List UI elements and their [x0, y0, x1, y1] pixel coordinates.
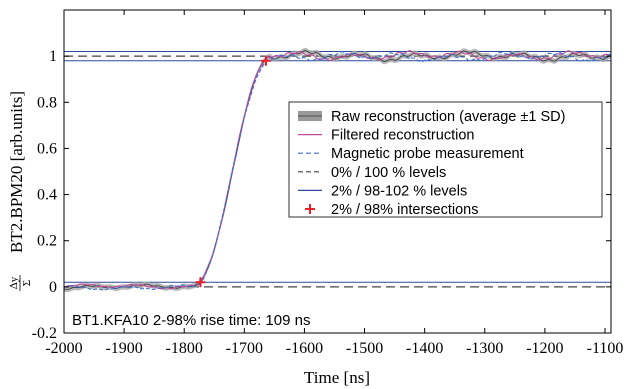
- plot-frame: [63, 9, 612, 334]
- y-axis-fraction-numerator: Δy: [8, 276, 20, 289]
- legend-label: 0% / 100 % levels: [331, 165, 446, 181]
- legend-label: 2% / 98-102 % levels: [331, 183, 467, 199]
- filtered-reconstruction-line: [64, 50, 611, 290]
- x-tick-label: -1900: [105, 340, 142, 357]
- x-tick-label: -1700: [226, 340, 263, 357]
- legend-items: Raw reconstruction (average ±1 SD) Filter…: [298, 109, 565, 218]
- axis-ticks: [63, 10, 611, 334]
- rise-time-annotation: BT1.KFA10 2-98% rise time: 109 ns: [72, 312, 310, 329]
- x-tick-label: -1600: [286, 340, 323, 357]
- x-tick-label: -1100: [587, 340, 624, 357]
- y-tick-label: 0.8: [37, 94, 57, 111]
- legend-box: [288, 101, 603, 218]
- y-tick-label: 0.4: [37, 187, 57, 204]
- y-tick-label: 0.6: [37, 140, 57, 157]
- x-tick-label: -1300: [466, 340, 503, 357]
- x-tick-labels: -2000 -1900 -1800 -1700 -1600 -1500 -1400 -1300…: [45, 340, 623, 357]
- y-tick-label: -0.2: [32, 325, 57, 342]
- intersection-markers: [195, 55, 271, 288]
- y-axis-fraction-denominator: Σ: [21, 280, 33, 286]
- x-tick-label: -1500: [346, 340, 383, 357]
- y-axis-title: BT2.BPM20 [arb.units]: [7, 91, 26, 253]
- y-tick-labels: -0.2 0 0.2 0.4 0.6 0.8 1: [32, 48, 57, 342]
- legend: Raw reconstruction (average ±1 SD) Filter…: [288, 101, 603, 218]
- legend-label: Magnetic probe measurement: [331, 146, 524, 162]
- magnetic-probe-line: [64, 51, 611, 291]
- raw-reconstruction-line: [64, 50, 611, 290]
- legend-label: 2% / 98% intersections: [331, 202, 479, 218]
- y-tick-label: 0: [49, 279, 57, 296]
- x-tick-label: -2000: [45, 340, 82, 357]
- x-tick-label: -1800: [166, 340, 203, 357]
- y-axis-title-main: BT2.BPM20 [arb.units]: [7, 91, 26, 253]
- x-tick-label: -1400: [406, 340, 443, 357]
- y-axis-fraction: Δy Σ: [8, 275, 33, 291]
- legend-label: Raw reconstruction (average ±1 SD): [331, 109, 565, 125]
- y-tick-label: 0.2: [37, 233, 57, 250]
- data-series: [64, 47, 611, 293]
- x-tick-label: -1200: [526, 340, 563, 357]
- legend-label: Filtered reconstruction: [331, 128, 474, 144]
- x-axis-title: Time [ns]: [304, 368, 370, 387]
- y-tick-label: 1: [49, 48, 57, 65]
